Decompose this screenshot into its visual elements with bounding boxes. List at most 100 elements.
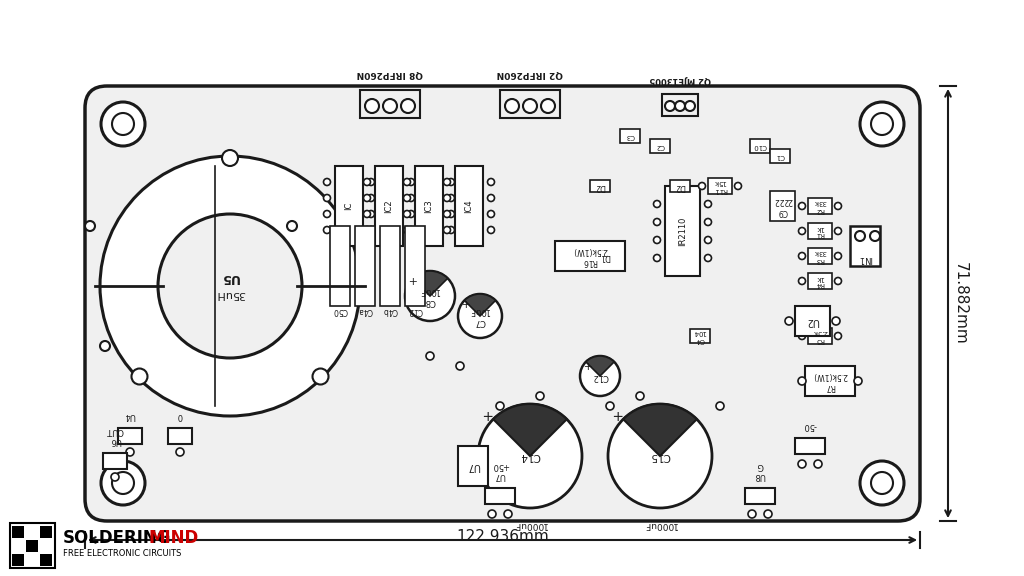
Circle shape bbox=[447, 195, 455, 202]
Circle shape bbox=[126, 448, 134, 456]
Circle shape bbox=[835, 203, 842, 210]
Bar bbox=[103, 453, 127, 469]
Bar bbox=[795, 306, 830, 336]
Circle shape bbox=[408, 210, 415, 218]
Circle shape bbox=[608, 404, 712, 508]
Circle shape bbox=[401, 99, 415, 113]
Text: R16
2.5k(1W): R16 2.5k(1W) bbox=[572, 247, 607, 266]
Text: C4
104: C4 104 bbox=[693, 329, 707, 343]
Text: C12: C12 bbox=[592, 372, 608, 381]
Circle shape bbox=[835, 252, 842, 260]
Circle shape bbox=[764, 510, 772, 518]
Text: C14: C14 bbox=[520, 451, 541, 461]
Text: +: + bbox=[582, 359, 591, 369]
Circle shape bbox=[799, 203, 806, 210]
Circle shape bbox=[541, 99, 555, 113]
Text: C4b: C4b bbox=[383, 306, 397, 315]
Bar bbox=[808, 328, 831, 344]
Text: FREE ELECTRONIC CIRCUITS: FREE ELECTRONIC CIRCUITS bbox=[63, 550, 181, 559]
Circle shape bbox=[653, 237, 660, 244]
Bar bbox=[500, 90, 560, 118]
Circle shape bbox=[112, 113, 134, 135]
Bar bbox=[330, 226, 350, 306]
Bar bbox=[770, 149, 790, 163]
Circle shape bbox=[222, 150, 238, 166]
Circle shape bbox=[364, 179, 371, 185]
Circle shape bbox=[705, 237, 712, 244]
Bar bbox=[665, 186, 700, 276]
Text: U4: U4 bbox=[124, 411, 136, 420]
Bar bbox=[118, 428, 142, 444]
Text: 0: 0 bbox=[177, 411, 182, 420]
Circle shape bbox=[871, 113, 893, 135]
Circle shape bbox=[785, 317, 793, 325]
Circle shape bbox=[799, 228, 806, 234]
Circle shape bbox=[799, 332, 806, 339]
Circle shape bbox=[580, 356, 620, 396]
Circle shape bbox=[368, 210, 375, 218]
Circle shape bbox=[860, 461, 904, 505]
Bar bbox=[375, 166, 403, 246]
Text: U7: U7 bbox=[466, 461, 479, 471]
Circle shape bbox=[523, 99, 537, 113]
Circle shape bbox=[324, 226, 331, 233]
Text: U6
OUT: U6 OUT bbox=[106, 426, 124, 445]
Bar bbox=[380, 226, 400, 306]
Text: R1
1k: R1 1k bbox=[815, 225, 824, 237]
Circle shape bbox=[636, 392, 644, 400]
Circle shape bbox=[798, 377, 806, 385]
Circle shape bbox=[798, 460, 806, 468]
Bar bbox=[662, 94, 698, 116]
Circle shape bbox=[176, 448, 184, 456]
Text: 122.936mm: 122.936mm bbox=[456, 529, 549, 544]
Text: 35uH: 35uH bbox=[215, 289, 245, 299]
Circle shape bbox=[675, 101, 685, 111]
Circle shape bbox=[748, 510, 756, 518]
Bar bbox=[808, 273, 831, 289]
Text: C9
2222: C9 2222 bbox=[773, 196, 793, 215]
Text: C7
10uF: C7 10uF bbox=[470, 306, 490, 325]
Circle shape bbox=[287, 221, 297, 231]
Circle shape bbox=[835, 278, 842, 285]
Circle shape bbox=[101, 461, 145, 505]
Circle shape bbox=[705, 200, 712, 207]
Circle shape bbox=[368, 195, 375, 202]
Circle shape bbox=[158, 214, 302, 358]
Text: IC4: IC4 bbox=[465, 199, 473, 213]
Bar bbox=[485, 488, 515, 504]
Circle shape bbox=[324, 179, 331, 185]
Text: C10: C10 bbox=[753, 143, 767, 149]
Text: 1000uF: 1000uF bbox=[643, 520, 677, 529]
Bar bbox=[40, 526, 52, 538]
Bar bbox=[745, 488, 775, 504]
Text: U5: U5 bbox=[220, 271, 240, 285]
Circle shape bbox=[403, 195, 411, 202]
Circle shape bbox=[606, 402, 614, 410]
Text: D1: D1 bbox=[600, 252, 610, 260]
Circle shape bbox=[478, 404, 582, 508]
Bar bbox=[10, 523, 55, 568]
Circle shape bbox=[443, 210, 451, 218]
Circle shape bbox=[100, 341, 110, 351]
Circle shape bbox=[831, 317, 840, 325]
Text: +: + bbox=[610, 407, 622, 421]
Text: IC3: IC3 bbox=[425, 199, 433, 213]
Circle shape bbox=[854, 377, 862, 385]
Circle shape bbox=[487, 210, 495, 218]
Circle shape bbox=[447, 226, 455, 233]
Circle shape bbox=[855, 231, 865, 241]
Circle shape bbox=[443, 195, 451, 202]
Circle shape bbox=[426, 352, 434, 360]
Circle shape bbox=[383, 99, 397, 113]
Circle shape bbox=[665, 101, 675, 111]
Bar bbox=[555, 241, 625, 271]
Circle shape bbox=[100, 156, 360, 416]
Text: R3
33k: R3 33k bbox=[813, 249, 826, 263]
Text: Q8 IRFP260N: Q8 IRFP260N bbox=[356, 69, 423, 78]
Text: IC: IC bbox=[344, 202, 353, 210]
Circle shape bbox=[365, 99, 379, 113]
Text: C2: C2 bbox=[655, 143, 665, 149]
Circle shape bbox=[716, 402, 724, 410]
Circle shape bbox=[408, 179, 415, 185]
Circle shape bbox=[403, 179, 411, 185]
